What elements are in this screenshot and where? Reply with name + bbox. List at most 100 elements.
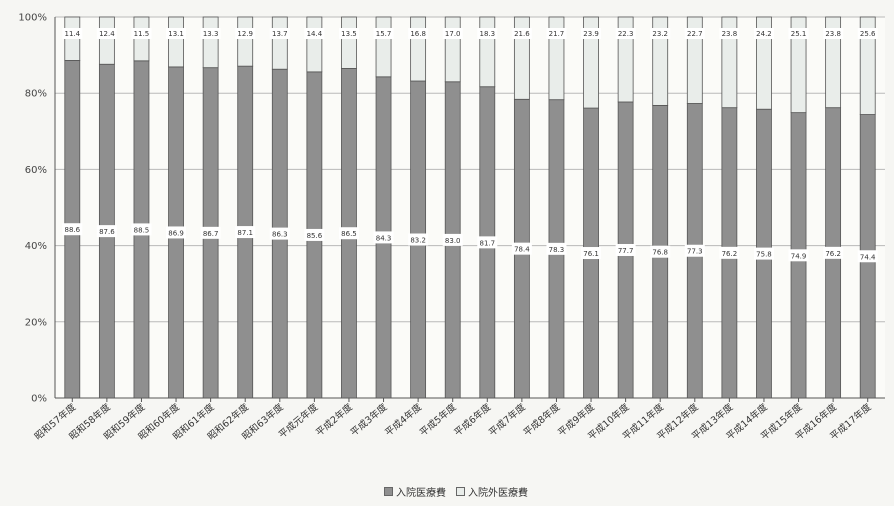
data-label-inpatient: 86.3 — [272, 231, 288, 239]
data-label-bg-inpatient — [200, 226, 221, 239]
data-label-bg-outpatient — [615, 28, 636, 39]
data-label-outpatient: 23.8 — [722, 30, 738, 38]
data-label-bg-inpatient — [581, 247, 602, 260]
data-label-bg-inpatient — [373, 231, 394, 244]
data-label-bg-inpatient — [269, 227, 290, 240]
data-label-outpatient: 14.4 — [307, 30, 323, 38]
data-label-bg-outpatient — [823, 28, 844, 39]
data-label-bg-inpatient — [131, 223, 152, 236]
data-label-bg-inpatient — [235, 226, 256, 239]
data-label-bg-outpatient — [408, 28, 429, 39]
data-label-inpatient: 74.4 — [860, 253, 876, 261]
data-label-outpatient: 21.6 — [514, 30, 530, 38]
data-label-outpatient: 12.4 — [99, 30, 115, 38]
x-tick-label: 平成6年度 — [452, 401, 494, 439]
data-label-outpatient: 25.1 — [791, 30, 807, 38]
y-tick-label: 100% — [18, 13, 47, 24]
legend-label-outpatient: 入院外医療費 — [468, 488, 528, 499]
data-label-outpatient: 12.9 — [237, 30, 253, 38]
bar-outpatient — [202, 16, 219, 69]
data-label-bg-outpatient — [200, 28, 221, 39]
bar-outpatient — [168, 16, 184, 68]
y-tick-label: 40% — [25, 241, 47, 252]
y-tick-label: 0% — [31, 394, 47, 405]
data-label-inpatient: 78.4 — [514, 246, 530, 254]
bar-outpatient — [375, 16, 392, 78]
bar-outpatient — [825, 16, 842, 109]
data-label-bg-outpatient — [581, 28, 602, 39]
data-label-outpatient: 13.3 — [203, 30, 219, 38]
data-label-inpatient: 83.2 — [410, 237, 426, 245]
data-label-bg-inpatient — [96, 225, 117, 238]
data-label-bg-inpatient — [62, 223, 83, 236]
data-label-bg-outpatient — [338, 28, 359, 39]
data-label-bg-outpatient — [477, 28, 498, 39]
data-label-outpatient: 22.7 — [687, 30, 703, 38]
data-label-inpatient: 88.6 — [64, 226, 80, 234]
bar-outpatient — [652, 16, 669, 106]
data-label-bg-inpatient — [788, 249, 809, 262]
data-label-outpatient: 18.3 — [479, 30, 495, 38]
x-tick-label: 平成3年度 — [348, 401, 390, 439]
data-label-inpatient: 76.2 — [825, 250, 841, 258]
x-tick-label: 平成4年度 — [383, 401, 425, 439]
data-label-bg-inpatient — [650, 245, 671, 258]
legend-label-inpatient: 入院医療費 — [396, 488, 446, 499]
data-label-bg-inpatient — [477, 236, 498, 249]
data-label-bg-inpatient — [719, 246, 740, 259]
data-label-inpatient: 86.7 — [203, 230, 219, 238]
data-label-inpatient: 77.7 — [618, 247, 634, 255]
plot-area — [55, 17, 885, 398]
x-tick-label: 平成7年度 — [486, 401, 528, 439]
data-label-bg-outpatient — [650, 28, 671, 39]
data-label-outpatient: 24.2 — [756, 30, 772, 38]
data-label-outpatient: 17.0 — [445, 30, 461, 38]
bar-outpatient — [479, 16, 496, 88]
data-label-inpatient: 81.7 — [479, 239, 495, 247]
legend-swatch-inpatient — [384, 487, 393, 496]
data-label-bg-inpatient — [338, 227, 359, 240]
data-label-bg-outpatient — [96, 28, 117, 39]
bar-outpatient — [444, 16, 461, 83]
data-label-bg-outpatient — [857, 28, 878, 39]
data-label-bg-inpatient — [615, 243, 636, 256]
data-label-bg-inpatient — [408, 233, 429, 246]
data-label-bg-outpatient — [684, 28, 705, 39]
data-label-bg-outpatient — [719, 28, 740, 39]
data-label-inpatient: 86.5 — [341, 230, 357, 238]
data-label-outpatient: 25.6 — [860, 30, 876, 38]
data-label-inpatient: 84.3 — [376, 234, 392, 242]
data-label-inpatient: 76.8 — [652, 249, 668, 257]
data-label-bg-outpatient — [269, 28, 290, 39]
data-label-bg-inpatient — [166, 226, 187, 239]
x-tick-label: 平成2年度 — [313, 401, 355, 439]
data-label-inpatient: 85.6 — [307, 232, 323, 240]
data-label-inpatient: 74.9 — [791, 252, 807, 260]
data-label-bg-outpatient — [373, 28, 394, 39]
data-label-outpatient: 13.1 — [168, 30, 184, 38]
data-label-inpatient: 86.9 — [168, 229, 184, 237]
data-label-inpatient: 75.8 — [756, 251, 772, 259]
data-label-bg-outpatient — [235, 28, 256, 39]
data-label-inpatient: 88.5 — [134, 226, 150, 234]
data-label-outpatient: 21.7 — [549, 30, 565, 38]
data-label-bg-inpatient — [546, 242, 567, 255]
bar-outpatient — [98, 16, 115, 65]
bar-outpatient — [756, 16, 772, 110]
legend-item-inpatient: 入院医療費 — [384, 484, 446, 499]
data-label-inpatient: 76.2 — [722, 250, 738, 258]
data-label-inpatient: 76.1 — [583, 250, 599, 258]
data-label-outpatient: 11.4 — [64, 30, 80, 38]
data-label-bg-inpatient — [442, 233, 463, 246]
data-label-outpatient: 13.5 — [341, 30, 357, 38]
bar-outpatient — [583, 16, 599, 109]
data-label-bg-outpatient — [546, 28, 567, 39]
x-tick-label: 平成5年度 — [417, 401, 459, 439]
data-label-bg-inpatient — [823, 246, 844, 259]
bar-outpatient — [859, 16, 876, 115]
data-label-inpatient: 83.0 — [445, 237, 461, 245]
data-label-outpatient: 15.7 — [376, 30, 392, 38]
legend-item-outpatient: 入院外医療費 — [456, 484, 528, 499]
